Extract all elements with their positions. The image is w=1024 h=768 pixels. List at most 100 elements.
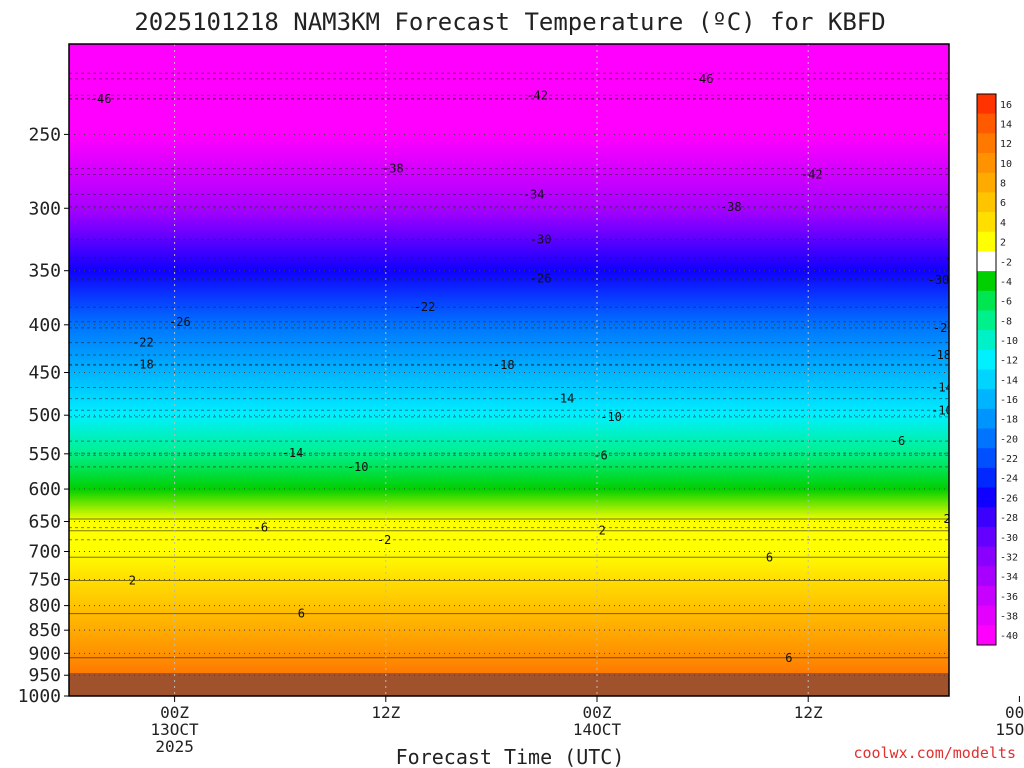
contour-label: -34 [945, 251, 967, 265]
colorbar-label: 8 [1000, 179, 1006, 190]
x-tick-label: 00Z [583, 703, 612, 722]
colorbar-label: 4 [1000, 218, 1006, 229]
colorbar-label: 2 [1000, 238, 1006, 249]
colorbar-label: -38 [1000, 611, 1018, 622]
contour-label: -22 [132, 336, 154, 350]
contour-label: -30 [530, 232, 552, 246]
y-tick-label: 600 [28, 479, 61, 500]
contour-label: -22 [933, 321, 955, 335]
contour-label: -18 [493, 358, 515, 372]
contour-label: -18 [132, 357, 154, 371]
y-tick-label: 750 [28, 569, 61, 590]
colorbar-swatch [977, 507, 996, 528]
colorbar-swatch [977, 172, 996, 193]
colorbar-label: -10 [1000, 336, 1018, 347]
colorbar-label: -34 [1000, 572, 1018, 583]
y-tick-label: 300 [28, 198, 61, 219]
colorbar-swatch [977, 585, 996, 607]
colorbar-swatch [977, 625, 996, 646]
y-tick-label: 350 [28, 261, 61, 282]
colorbar-swatch [977, 113, 996, 134]
contour-label: -42 [526, 88, 548, 102]
contour-label: -14 [931, 381, 953, 395]
contour-label: -30 [928, 273, 950, 287]
contour-label: -6 [593, 448, 607, 462]
contour-label: -14 [282, 446, 304, 460]
x-axis-label: Forecast Time (UTC) [396, 745, 625, 768]
contour-label: -6 [254, 521, 268, 535]
colorbar-swatch [977, 212, 996, 233]
contour-label: -50 [956, 66, 978, 80]
credit-text: coolwx.com/modelts [853, 744, 1016, 762]
x-tick-label: 15OCT [995, 720, 1024, 739]
colorbar-label: -24 [1000, 474, 1018, 485]
colorbar-swatch [977, 428, 996, 449]
y-tick-label: 900 [28, 643, 61, 664]
colorbar-label: -26 [1000, 493, 1018, 504]
colorbar-swatch [977, 192, 996, 213]
colorbar-label: -20 [1000, 434, 1018, 445]
contour-label: -26 [530, 272, 552, 286]
x-tick-label: 00Z [160, 703, 189, 722]
colorbar-swatch [977, 153, 996, 174]
colorbar-swatch [977, 605, 996, 626]
x-tick-label: 2025 [155, 737, 194, 756]
contour-label: 6 [766, 550, 773, 564]
colorbar-label: 10 [1000, 159, 1012, 170]
colorbar-swatch [977, 467, 996, 489]
colorbar-swatch [977, 94, 996, 115]
colorbar-label: -4 [1000, 277, 1012, 288]
contour-label: -22 [414, 300, 436, 314]
colorbar-label: -28 [1000, 513, 1018, 524]
colorbar-swatch [977, 271, 996, 292]
colorbar-swatch [977, 349, 996, 370]
colorbar-label: 16 [1000, 100, 1012, 111]
y-tick-label: 700 [28, 542, 61, 563]
contour-label: -34 [523, 188, 545, 202]
contour-label: -46 [90, 92, 112, 106]
contour-label: -38 [720, 200, 742, 214]
colorbar-swatch [977, 330, 996, 351]
x-tick-label: 00Z [1005, 703, 1024, 722]
colorbar-swatch [977, 526, 996, 548]
contour-label: -10 [347, 460, 369, 474]
colorbar-label: -18 [1000, 415, 1018, 426]
colorbar-label: -22 [1000, 454, 1018, 465]
contour-label: -18 [929, 348, 951, 362]
contour-label: -14 [553, 392, 575, 406]
y-tick-label: 250 [28, 124, 61, 145]
colorbar-label: -6 [1000, 297, 1012, 308]
contour-label: -10 [931, 403, 953, 417]
colorbar-swatch [977, 566, 996, 587]
contour-label: -6 [891, 434, 905, 448]
contour-label: 2 [944, 512, 951, 526]
y-tick-label: 400 [28, 315, 61, 336]
contour-labels: -46-42-46-50-46-38-42-34-38-30-34-26-30-… [90, 66, 978, 665]
y-tick-label: 800 [28, 596, 61, 617]
colorbar-swatch [977, 408, 996, 430]
plot-frame [68, 43, 950, 697]
contour-label: -2 [377, 533, 391, 547]
colorbar-swatch [977, 546, 996, 567]
colorbar-swatch [977, 231, 996, 252]
contour-label: 2 [129, 574, 136, 588]
colorbar-label: -32 [1000, 552, 1018, 563]
colorbar-swatch [977, 251, 996, 272]
colorbar-label: -36 [1000, 592, 1018, 603]
colorbar-label: -2 [1000, 257, 1012, 268]
colorbar-swatch [977, 487, 996, 508]
contour-lines [69, 72, 949, 659]
contour-label: 2 [599, 524, 606, 538]
colorbar-swatch [977, 448, 996, 469]
contour-label: 6 [785, 651, 792, 665]
x-tick-label: 12Z [371, 703, 400, 722]
x-axis: 00Z13OCT202512Z00Z14OCT12Z00Z15OCT [151, 696, 1024, 756]
y-tick-label: 950 [28, 665, 61, 686]
colorbar-label: -30 [1000, 533, 1018, 544]
chart-title: 2025101218 NAM3KM Forecast Temperature (… [134, 8, 885, 36]
colorbar-swatch [977, 310, 996, 331]
colorbar-label: -14 [1000, 375, 1018, 386]
colorbar-swatch [977, 133, 996, 154]
x-tick-label: 14OCT [573, 720, 622, 739]
y-tick-label: 850 [28, 620, 61, 641]
